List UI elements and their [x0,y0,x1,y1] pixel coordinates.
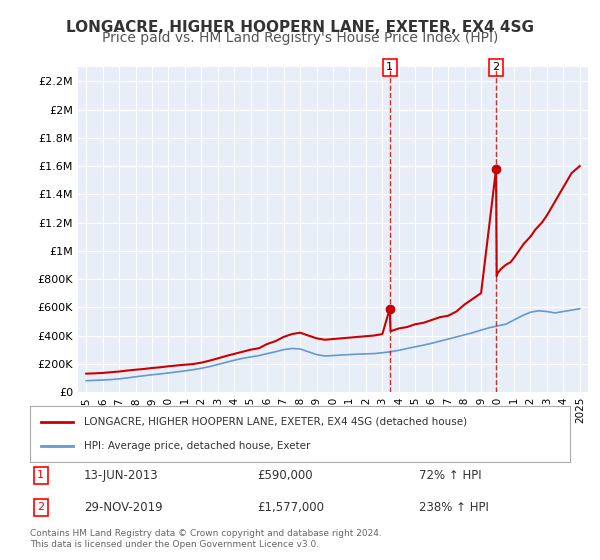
Text: 72% ↑ HPI: 72% ↑ HPI [419,469,481,482]
Text: 1: 1 [386,62,393,72]
Text: Price paid vs. HM Land Registry's House Price Index (HPI): Price paid vs. HM Land Registry's House … [102,31,498,45]
Text: 29-NOV-2019: 29-NOV-2019 [84,501,163,514]
Text: £590,000: £590,000 [257,469,313,482]
Text: LONGACRE, HIGHER HOOPERN LANE, EXETER, EX4 4SG (detached house): LONGACRE, HIGHER HOOPERN LANE, EXETER, E… [84,417,467,427]
Text: 13-JUN-2013: 13-JUN-2013 [84,469,158,482]
Text: 2: 2 [493,62,500,72]
Text: 2: 2 [37,502,44,512]
Text: 238% ↑ HPI: 238% ↑ HPI [419,501,488,514]
Text: Contains HM Land Registry data © Crown copyright and database right 2024.
This d: Contains HM Land Registry data © Crown c… [30,529,382,549]
Text: £1,577,000: £1,577,000 [257,501,324,514]
Text: LONGACRE, HIGHER HOOPERN LANE, EXETER, EX4 4SG: LONGACRE, HIGHER HOOPERN LANE, EXETER, E… [66,20,534,35]
Text: 1: 1 [37,470,44,480]
Text: HPI: Average price, detached house, Exeter: HPI: Average price, detached house, Exet… [84,441,310,451]
